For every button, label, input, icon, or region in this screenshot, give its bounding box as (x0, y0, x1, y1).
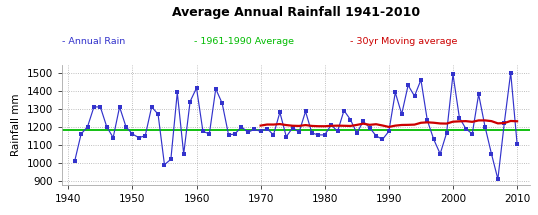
Text: - 30yr Moving average: - 30yr Moving average (350, 37, 457, 46)
Text: - Annual Rain: - Annual Rain (62, 37, 125, 46)
Text: - 1961-1990 Average: - 1961-1990 Average (194, 37, 294, 46)
Text: Average Annual Rainfall 1941-2010: Average Annual Rainfall 1941-2010 (172, 6, 420, 19)
Y-axis label: Rainfall mm: Rainfall mm (11, 94, 21, 156)
